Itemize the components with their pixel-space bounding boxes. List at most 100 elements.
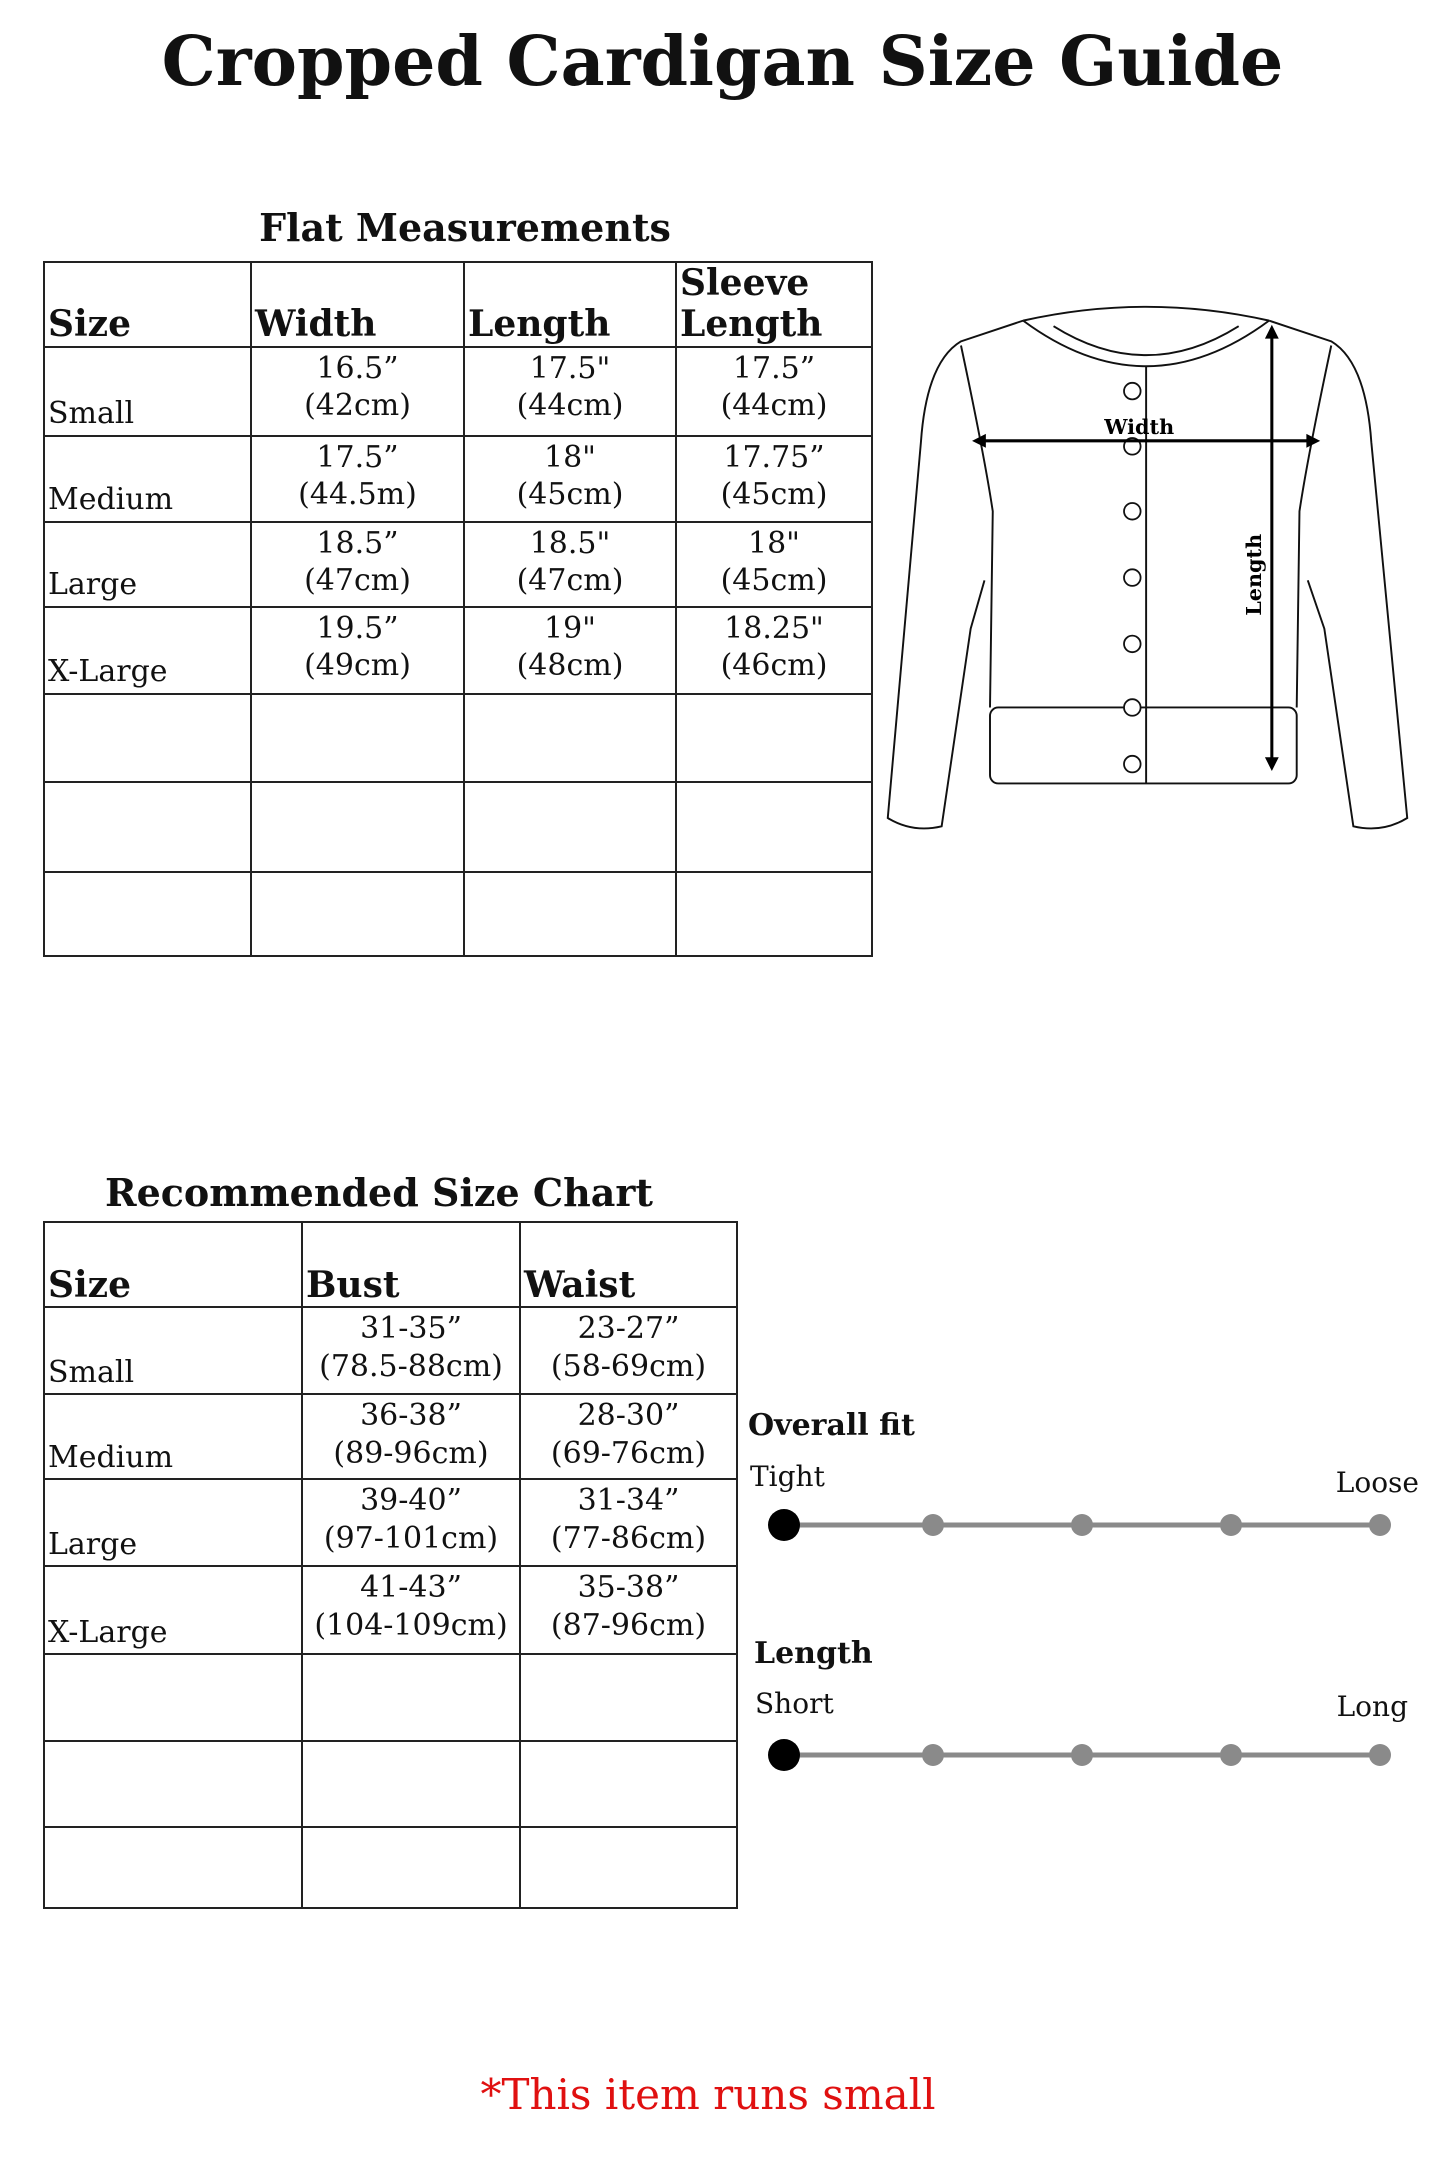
waist-cell: 35-38” (87-96cm) <box>519 1565 738 1655</box>
cell-line: (78.5-88cm) <box>319 1348 503 1384</box>
cell-line: (69-76cm) <box>550 1435 707 1471</box>
sleeve-length-cell: 18" (45cm) <box>675 520 873 608</box>
overall-fit-scale <box>768 1509 1391 1541</box>
table-row: Small 31-35” (78.5-88cm) 23-27” (58-69cm) <box>43 1306 738 1395</box>
empty-row <box>43 1653 738 1742</box>
empty-cell <box>43 870 252 957</box>
buttons <box>1123 381 1142 774</box>
empty-cell <box>519 1740 738 1828</box>
cell-line: (47cm) <box>304 563 411 599</box>
cell-line: (46cm) <box>720 648 828 684</box>
flat-measurements-table: Size Width Length Sleeve Length Small 16.… <box>43 261 873 957</box>
cell-line: 28-30” <box>577 1398 680 1433</box>
loose-label: Loose <box>1335 1466 1419 1499</box>
length-cell: 18" (45cm) <box>463 434 677 523</box>
table-row: X-Large 19.5” (49cm) 19" (48cm) 18.25" (46cm) <box>43 605 873 695</box>
header-bust: Bust <box>301 1221 521 1308</box>
cell-line: 17.5” <box>316 439 399 475</box>
cell-line: (44cm) <box>720 388 828 424</box>
empty-cell <box>675 780 873 873</box>
size-cell: Large <box>43 520 252 608</box>
length-cell: 19" (48cm) <box>463 605 677 695</box>
waist-cell: 31-34” (77-86cm) <box>519 1478 738 1567</box>
overall-fit-label: Overall fit <box>748 1408 915 1443</box>
length-cell: 17.5" (44cm) <box>463 345 677 437</box>
empty-cell <box>43 692 252 783</box>
empty-cell <box>463 870 677 957</box>
empty-cell <box>675 692 873 783</box>
empty-cell <box>43 1653 303 1742</box>
scale-point <box>922 1744 944 1766</box>
short-label: Short <box>755 1687 834 1720</box>
empty-cell <box>301 1740 521 1828</box>
neckline <box>1022 305 1270 368</box>
empty-row <box>43 1826 738 1909</box>
cell-line: (45cm) <box>720 477 828 513</box>
table-row: Small 16.5” (42cm) 17.5" (44cm) 17.5” (44cm) <box>43 345 873 437</box>
empty-cell <box>43 1740 303 1828</box>
tight-label: Tight <box>750 1460 825 1493</box>
empty-cell <box>675 870 873 957</box>
width-cell: 18.5” (47cm) <box>250 520 465 608</box>
cell-line: (87-96cm) <box>550 1607 707 1643</box>
cardigan-diagram: Width Length <box>886 305 1409 830</box>
length-label: Length <box>1242 534 1266 616</box>
empty-cell <box>519 1826 738 1909</box>
size-cell: X-Large <box>43 605 252 695</box>
bust-cell: 31-35” (78.5-88cm) <box>301 1306 521 1395</box>
length-cell: 18.5" (47cm) <box>463 520 677 608</box>
cell-line: 41-43” <box>360 1570 462 1605</box>
bust-cell: 39-40” (97-101cm) <box>301 1478 521 1567</box>
table-row: Large 39-40” (97-101cm) 31-34” (77-86cm) <box>43 1478 738 1567</box>
empty-cell <box>519 1653 738 1742</box>
sleeve-length-cell: 17.75” (45cm) <box>675 434 873 523</box>
cell-line: (47cm) <box>516 563 624 599</box>
cell-line: 18" <box>748 525 800 561</box>
size-cell: Small <box>43 1306 303 1395</box>
cell-line: (104-109cm) <box>314 1607 508 1643</box>
empty-cell <box>250 870 465 957</box>
width-label: Width <box>1103 415 1174 439</box>
cell-line: (44.5m) <box>298 477 417 513</box>
cell-line: 17.5” <box>732 350 816 386</box>
cell-line: 16.5” <box>316 350 399 386</box>
scale-point <box>1220 1744 1242 1766</box>
waist-cell: 28-30” (69-76cm) <box>519 1393 738 1480</box>
size-cell: Large <box>43 1478 303 1567</box>
width-cell: 16.5” (42cm) <box>250 345 465 437</box>
recommended-size-table: Size Bust Waist Small 31-35” (78.5-88cm) 23… <box>43 1221 738 1909</box>
cell-line: 18" <box>544 439 596 475</box>
size-cell: Small <box>43 345 252 437</box>
empty-cell <box>301 1653 521 1742</box>
cell-line: (45cm) <box>720 563 828 599</box>
cell-line: (49cm) <box>304 648 411 684</box>
scale-point <box>1220 1514 1242 1536</box>
cell-line: 18.5” <box>316 525 399 561</box>
long-label: Long <box>1336 1690 1408 1723</box>
header-width: Width <box>250 261 465 348</box>
runs-small-note: *This item runs small <box>480 2070 936 2119</box>
hem-band <box>989 706 1298 785</box>
empty-cell <box>463 780 677 873</box>
scale-point <box>1071 1514 1093 1536</box>
cell-line: (48cm) <box>516 648 624 684</box>
cell-line: (89-96cm) <box>333 1435 489 1471</box>
size-cell: X-Large <box>43 1565 303 1655</box>
cell-line: 19.5” <box>316 610 399 646</box>
table-row: Large 18.5” (47cm) 18.5" (47cm) 18" (45cm) <box>43 520 873 608</box>
empty-cell <box>43 780 252 873</box>
size-cell: Medium <box>43 434 252 523</box>
recommended-size-chart-title: Recommended Size Chart <box>105 1170 653 1215</box>
empty-row <box>43 870 873 957</box>
cell-line: 35-38” <box>577 1570 680 1605</box>
length-scale-label: Length <box>754 1636 873 1671</box>
left-sleeve <box>886 319 1024 830</box>
body-outline <box>960 345 1333 708</box>
table-header-row: Size Width Length Sleeve Length <box>43 261 873 348</box>
width-cell: 17.5” (44.5m) <box>250 434 465 523</box>
cell-line: 36-38” <box>360 1398 462 1433</box>
empty-row <box>43 780 873 873</box>
table-row: Medium 36-38” (89-96cm) 28-30” (69-76cm) <box>43 1393 738 1480</box>
scale-point <box>1369 1744 1391 1766</box>
